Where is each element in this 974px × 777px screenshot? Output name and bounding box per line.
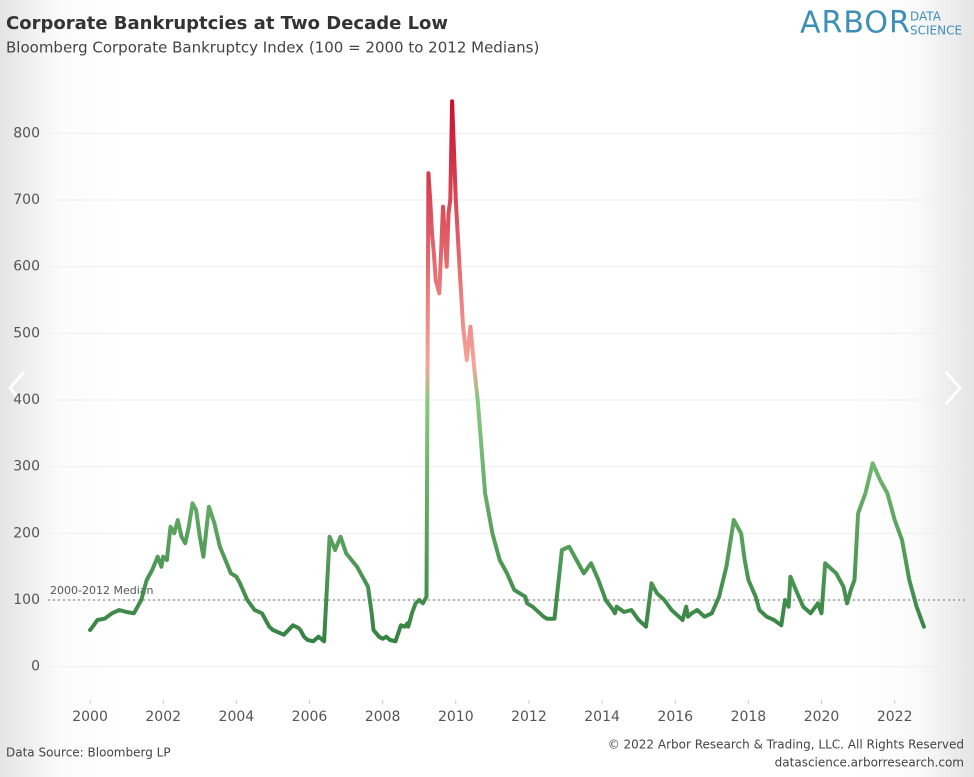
y-tick-label: 800 [13,125,40,141]
chart-title: Corporate Bankruptcies at Two Decade Low [6,13,448,34]
copyright: © 2022 Arbor Research & Trading, LLC. Al… [608,738,964,752]
y-tick-label: 300 [13,459,40,475]
x-tick-label: 2012 [511,709,547,725]
logo-bottom: SCIENCE [910,24,962,38]
x-tick-label: 2006 [292,709,328,725]
y-tick-label: 400 [13,392,40,408]
x-tick-label: 2016 [657,709,693,725]
source: Data Source: Bloomberg LP [6,746,171,760]
y-tick-label: 200 [13,525,40,541]
logo-main: ARBOR [800,6,911,41]
x-tick-label: 2020 [804,709,840,725]
x-tick-label: 2022 [877,709,913,725]
x-tick-label: 2008 [365,709,401,725]
y-tick-label: 0 [31,659,40,675]
chart-subtitle: Bloomberg Corporate Bankruptcy Index (10… [6,39,539,57]
website: datascience.arborresearch.com [775,756,964,770]
index-line [88,99,926,644]
x-tick-label: 2018 [731,709,767,725]
y-tick-label: 100 [13,592,40,608]
y-tick-label: 700 [13,192,40,208]
y-tick-label: 500 [13,325,40,341]
x-tick-label: 2010 [438,709,474,725]
prev-arrow[interactable] [8,371,26,405]
next-arrow[interactable] [944,371,962,405]
x-tick-label: 2004 [219,709,255,725]
x-tick-label: 2002 [145,709,181,725]
x-tick-label: 2000 [72,709,108,725]
x-tick-label: 2014 [584,709,620,725]
y-tick-label: 600 [13,259,40,275]
logo-top: DATA [910,10,942,24]
reference-label: 2000-2012 Median [50,584,153,597]
